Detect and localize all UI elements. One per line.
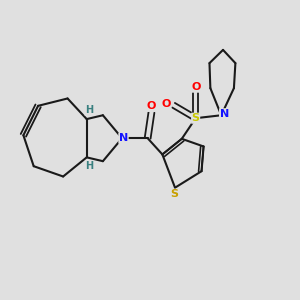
- Text: S: S: [192, 113, 200, 123]
- Text: O: O: [191, 82, 201, 92]
- Text: O: O: [161, 99, 171, 109]
- Text: N: N: [119, 133, 128, 143]
- Text: H: H: [85, 105, 93, 115]
- Text: N: N: [220, 109, 229, 119]
- Text: S: S: [170, 189, 178, 199]
- Text: O: O: [147, 101, 156, 111]
- Text: H: H: [85, 161, 93, 171]
